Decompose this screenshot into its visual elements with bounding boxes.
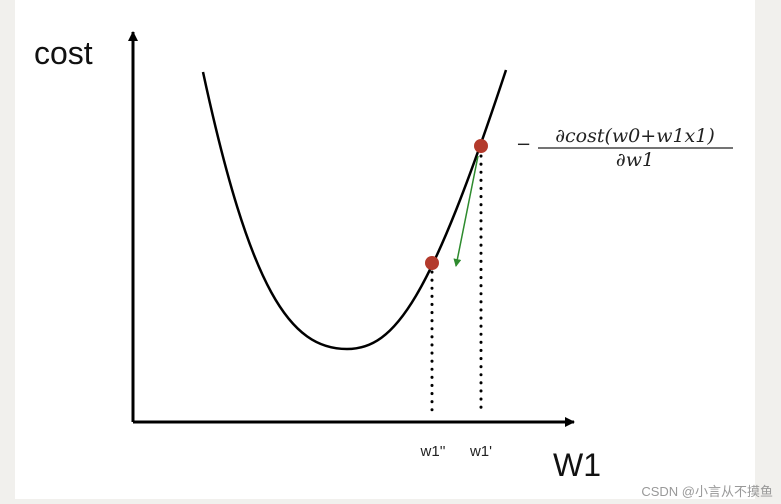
x-axis-label: W1 xyxy=(553,447,601,483)
gradient-arrow xyxy=(453,155,479,267)
formula-numerator: ∂cost(w0+w1x1) xyxy=(555,125,715,147)
formula-sign: − xyxy=(516,134,531,155)
point-label: w1'' xyxy=(420,443,446,460)
y-axis-label: cost xyxy=(34,35,93,71)
point xyxy=(425,256,439,270)
watermark: CSDN @小言从不摸鱼 xyxy=(641,484,773,499)
formula-denominator: ∂w1 xyxy=(616,149,654,171)
panel xyxy=(15,0,755,499)
point-label: w1' xyxy=(469,443,492,460)
cost-curve xyxy=(201,69,508,351)
point xyxy=(474,139,488,153)
